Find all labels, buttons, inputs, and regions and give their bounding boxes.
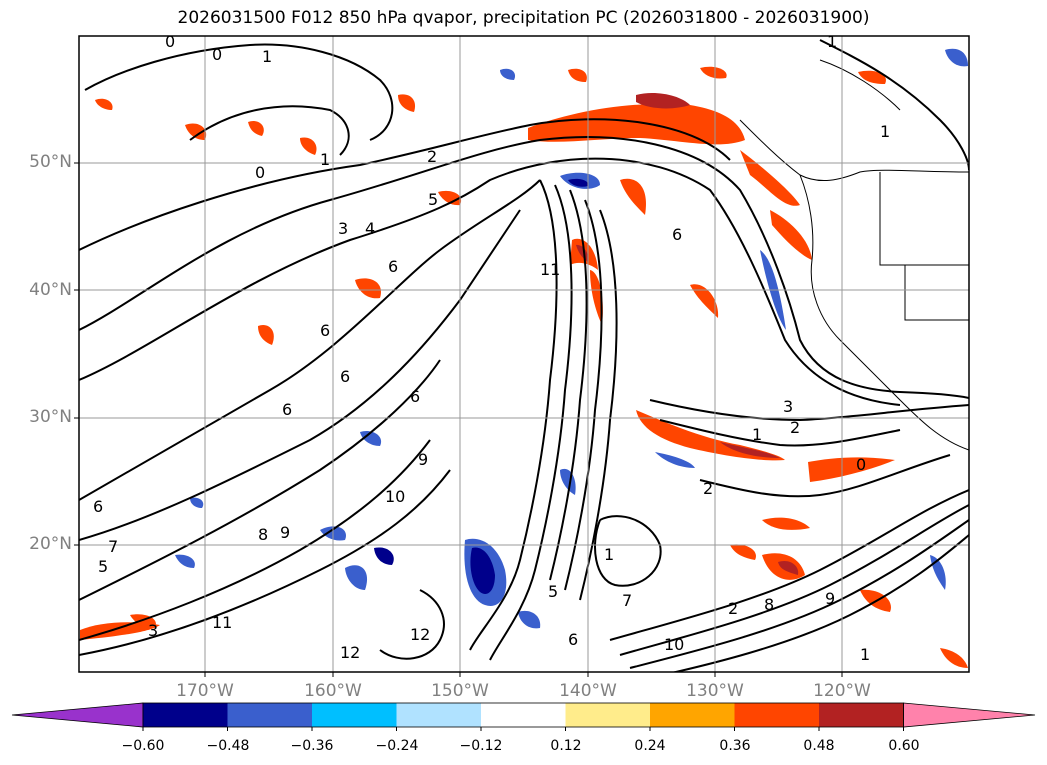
contour-label: 0	[165, 32, 175, 51]
contour-label: 1	[604, 545, 614, 564]
contour-label: 5	[548, 582, 558, 601]
colorbar	[11, 702, 1036, 731]
colorbar-extend-low	[11, 702, 144, 728]
contour-label: 3	[148, 621, 158, 640]
colorbar-tick-label: 0.24	[634, 738, 666, 754]
contour-label: 12	[340, 643, 360, 662]
contour-label: 1	[262, 47, 272, 66]
lon-label-120w: 120°W	[813, 681, 871, 701]
contour-label: 10	[385, 487, 405, 506]
lat-label-20n: 20°N	[29, 534, 72, 554]
axis-ticks	[74, 162, 843, 677]
contour-label: 6	[320, 321, 330, 340]
contour-label: 0	[212, 45, 222, 64]
colorbar-segment	[565, 703, 651, 727]
colorbar-segment	[227, 703, 313, 727]
contour-label: 0	[856, 455, 866, 474]
map-frame	[78, 35, 970, 673]
contour-label: 6	[282, 400, 292, 419]
lon-label-150w: 150°W	[431, 681, 489, 701]
contour-label: 7	[108, 537, 118, 556]
colorbar-tick-label: 0.12	[550, 738, 582, 754]
colorbar-segment	[819, 703, 904, 727]
colorbar-tick-label: 0.36	[719, 738, 751, 754]
contour-lines	[79, 39, 969, 672]
contour-label: 6	[410, 387, 420, 406]
colorbar-tick-label: −0.36	[290, 738, 334, 754]
colorbar-tick-label: −0.24	[375, 738, 419, 754]
contour-label: 6	[388, 257, 398, 276]
contour-label: 3	[338, 219, 348, 238]
colorbar-tick-label: −0.60	[121, 738, 165, 754]
lat-label-50n: 50°N	[29, 152, 72, 172]
contour-label: 9	[825, 589, 835, 608]
colorbar-segment	[312, 703, 397, 727]
contour-label: 2	[728, 599, 738, 618]
contour-label: 11	[540, 260, 560, 279]
colorbar-tick-label: −0.12	[459, 738, 503, 754]
lat-label-30n: 30°N	[29, 407, 72, 427]
contour-label: 9	[280, 523, 290, 542]
lon-label-130w: 130°W	[686, 681, 744, 701]
colorbar-tick-label: 0.48	[803, 738, 835, 754]
contour-label: 0	[255, 163, 265, 182]
contour-label: 6	[568, 630, 578, 649]
contour-label: 2	[790, 418, 800, 437]
contour-label: 1	[827, 32, 837, 51]
contour-label: 5	[98, 557, 108, 576]
colorbar-tick-label: 0.60	[888, 738, 920, 754]
contour-label: 12	[410, 625, 430, 644]
map-title: 2026031500 F012 850 hPa qvapor, precipit…	[177, 8, 870, 28]
colorbar-tick-label: −0.48	[206, 738, 250, 754]
colorbar-segment	[734, 703, 820, 727]
contour-label: 6	[93, 497, 103, 516]
colorbar-extend-high	[903, 702, 1036, 728]
lat-label-40n: 40°N	[29, 280, 72, 300]
contour-label: 4	[365, 219, 375, 238]
contour-label: 11	[212, 613, 232, 632]
contour-label: 1	[752, 425, 762, 444]
contour-label: 5	[428, 190, 438, 209]
contour-label: 1	[320, 150, 330, 169]
contour-label: 10	[664, 635, 684, 654]
contour-label: 6	[340, 367, 350, 386]
contour-label: 2	[427, 147, 437, 166]
lon-label-140w: 140°W	[559, 681, 617, 701]
precip-shading	[80, 48, 968, 668]
contour-label: 1	[860, 645, 870, 664]
colorbar-segment	[650, 703, 735, 727]
lon-label-160w: 160°W	[304, 681, 362, 701]
colorbar-segment	[481, 703, 566, 727]
contour-label: 2	[703, 479, 713, 498]
contour-label: 9	[418, 450, 428, 469]
contour-label: 7	[622, 591, 632, 610]
colorbar-border	[142, 702, 904, 728]
colorbar-segment	[143, 703, 228, 727]
contour-label: 1	[880, 122, 890, 141]
gridlines	[79, 36, 969, 672]
contour-label: 8	[258, 525, 268, 544]
contour-label: 3	[783, 397, 793, 416]
lon-label-170w: 170°W	[176, 681, 234, 701]
colorbar-segment	[396, 703, 482, 727]
contour-label: 6	[672, 225, 682, 244]
contour-label: 8	[764, 595, 774, 614]
map-background	[79, 36, 969, 672]
